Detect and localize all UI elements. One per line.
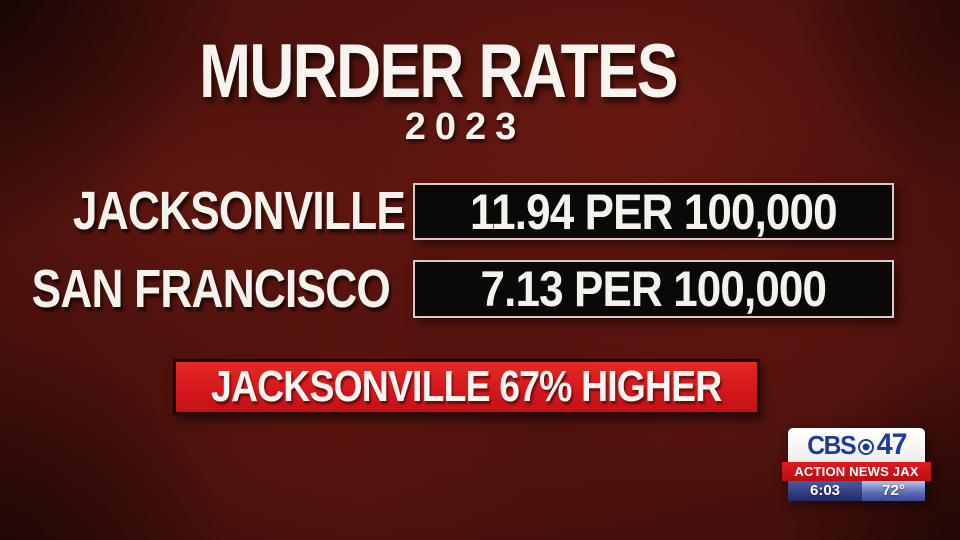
page-title: MURDER RATES xyxy=(199,29,678,114)
city-label-san-francisco: SAN FRANCISCO xyxy=(31,259,391,319)
station-tagline: ACTION NEWS JAX xyxy=(782,462,931,481)
value-san-francisco: 7.13 PER 100,000 xyxy=(480,261,827,317)
channel-number: 47 xyxy=(876,428,908,461)
value-jacksonville: 11.94 PER 100,000 xyxy=(470,183,838,240)
value-box-jacksonville: 11.94 PER 100,000 xyxy=(413,183,894,240)
station-logo: CBS 47 ACTION NEWS JAX 6:03 72° xyxy=(782,428,931,501)
value-box-san-francisco: 7.13 PER 100,000 xyxy=(413,260,894,318)
comparison-banner-text: JACKSONVILLE 67% HIGHER xyxy=(211,362,722,411)
cbs-wordmark-text: CBS xyxy=(806,429,856,460)
time-temp-bar: 6:03 72° xyxy=(788,481,925,501)
subtitle-year: 2023 xyxy=(404,106,526,148)
city-label-jacksonville: JACKSONVILLE xyxy=(72,181,406,241)
temperature-display: 72° xyxy=(862,481,925,501)
cbs47-wordmark: CBS 47 xyxy=(788,428,925,462)
comparison-banner: JACKSONVILLE 67% HIGHER xyxy=(173,359,760,415)
time-display: 6:03 xyxy=(788,481,862,501)
cbs-eye-icon xyxy=(858,438,875,455)
